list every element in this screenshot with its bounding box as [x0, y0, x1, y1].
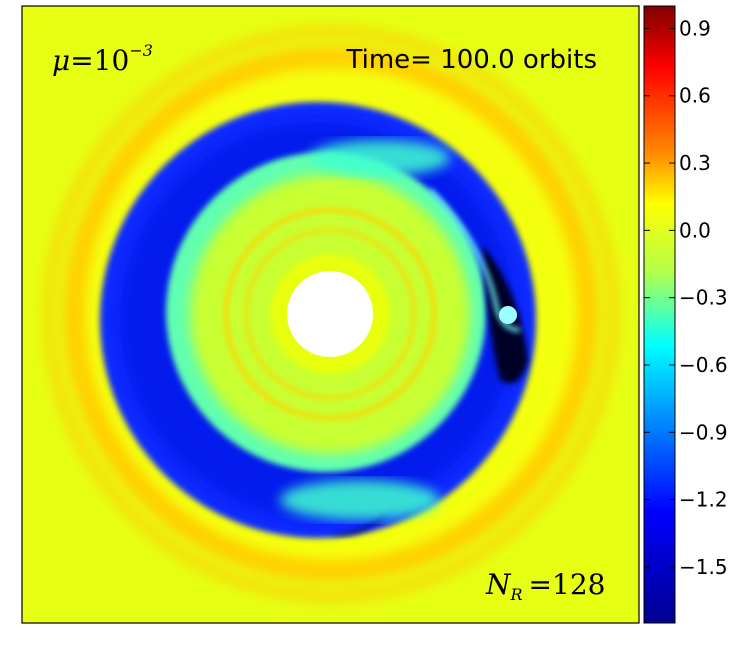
mass-ratio-label: μ=10−3 [52, 41, 153, 77]
resolution-value: 128 [552, 568, 605, 601]
inner-hole [287, 271, 373, 357]
lower-horseshoe [280, 480, 440, 520]
mass-ratio-exponent: −3 [129, 41, 153, 60]
colorbar-tick-label: 0.9 [679, 16, 711, 40]
colorbar-tick-label: −1.2 [679, 488, 728, 512]
planet-marker [499, 306, 517, 324]
colorbar-fill [644, 6, 675, 623]
colorbar-frame [643, 5, 676, 624]
colorbar-ticks: 0.9 0.6 0.3 0.0 −0.3 −0.6 −0.9 −1.2 −1.5 [644, 16, 728, 579]
colorbar-tick-label: 0.3 [679, 151, 711, 175]
inner-ring-2 [244, 228, 416, 400]
inner-ring-1 [224, 208, 436, 420]
resolution-symbol: N [485, 568, 512, 601]
svg-text:μ=10−3: μ=10−3 [52, 41, 153, 77]
mass-ratio-equals: = [70, 44, 93, 77]
plot-frame [21, 5, 640, 624]
outer-faint-ring [42, 25, 620, 603]
resolution-subscript: R [510, 585, 523, 604]
mass-ratio-base: 10 [94, 44, 130, 77]
mass-ratio-symbol: μ [52, 44, 70, 77]
colorbar-tick-label: 0.0 [679, 218, 711, 242]
resolution-label: NR =128 [485, 568, 605, 604]
upper-horseshoe [310, 140, 450, 176]
colorbar-tick-label: −1.5 [679, 555, 728, 579]
lower-dark-wake [330, 500, 400, 536]
spiral-wake [428, 188, 521, 332]
svg-text:NR=128: NR =128 [485, 568, 605, 604]
colorbar-tick-label: −0.9 [679, 420, 728, 444]
colorbar: 0.9 0.6 0.3 0.0 −0.3 −0.6 −0.9 −1.2 −1.5 [643, 5, 728, 624]
colorbar-tick-label: −0.6 [679, 353, 728, 377]
colorbar-tick-label: −0.3 [679, 286, 728, 310]
time-label: Time= 100.0 orbits [346, 45, 597, 75]
resolution-equals: = [529, 568, 552, 601]
heatmap-field [22, 6, 639, 623]
colorbar-tick-label: 0.6 [679, 84, 711, 108]
